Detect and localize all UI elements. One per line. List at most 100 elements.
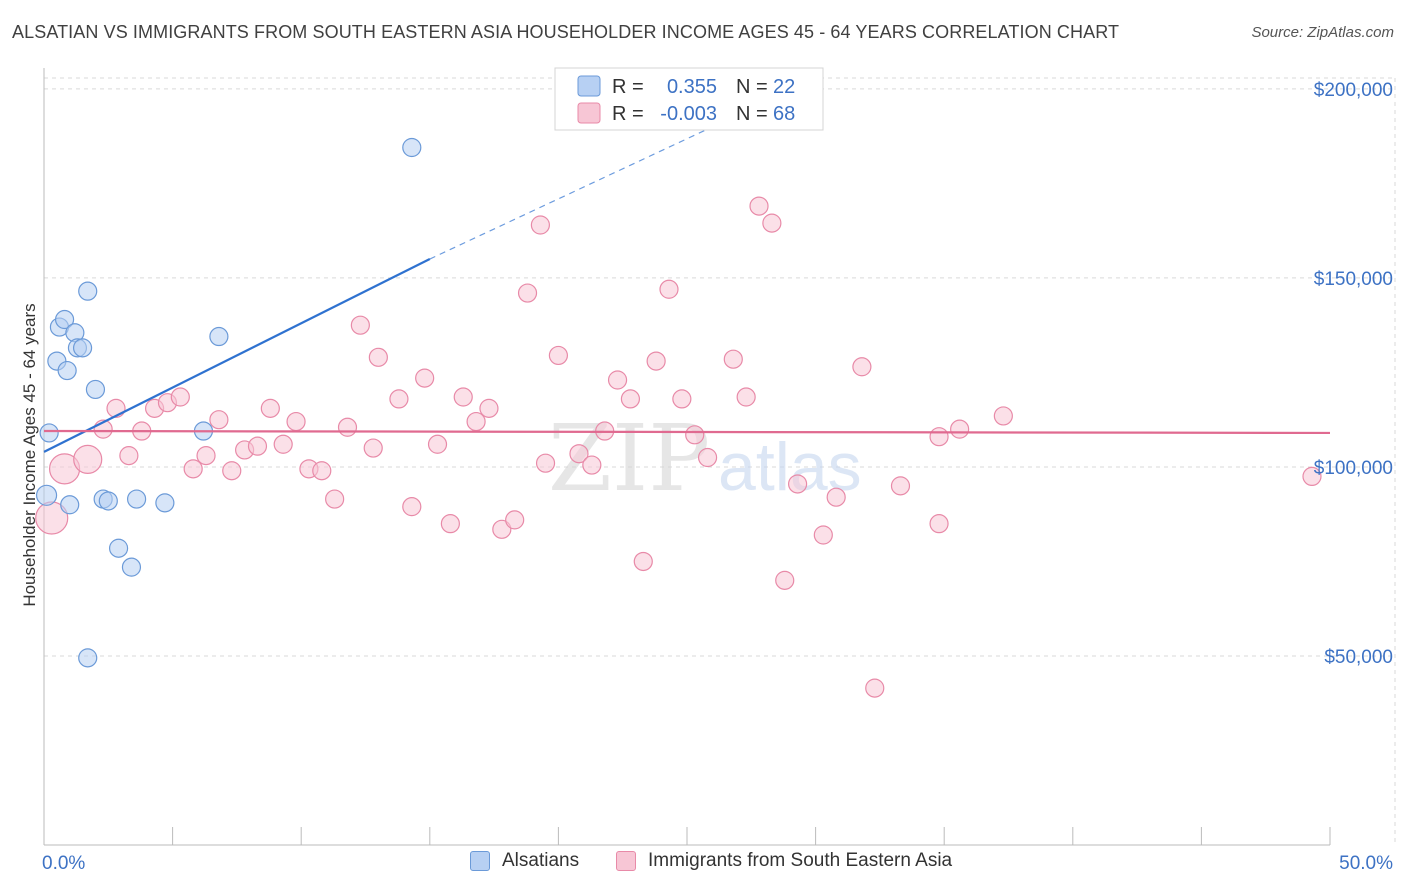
pink-series — [35, 196, 1322, 698]
legend-pink-r-label: R = — [612, 103, 644, 125]
legend-pink-swatch — [577, 102, 601, 124]
y-tick-label: $200,000 — [1314, 80, 1393, 101]
data-point — [479, 398, 499, 418]
legend-pink-n-value: 68 — [773, 103, 795, 125]
data-point — [582, 455, 602, 475]
legend-label-immigrants: Immigrants from South Eastern Asia — [648, 850, 953, 871]
data-point — [183, 459, 203, 479]
data-point — [736, 387, 756, 407]
x-tick-label-max: 50.0% — [1339, 853, 1393, 874]
data-point — [787, 474, 808, 494]
data-point — [286, 411, 306, 432]
legend-blue-r-label: R = — [612, 76, 644, 98]
data-point — [273, 434, 293, 454]
data-point — [950, 419, 970, 439]
data-point — [350, 315, 370, 335]
data-point — [121, 557, 142, 577]
legend-top: R = 0.355 N = 22 R = -0.003 N = 68 — [554, 67, 824, 131]
legend-swatch-pink — [616, 851, 636, 871]
data-point — [119, 446, 139, 466]
data-point — [530, 215, 550, 235]
data-point — [260, 398, 280, 418]
data-point — [852, 357, 872, 377]
data-point — [196, 446, 216, 466]
data-point — [517, 283, 538, 303]
data-point — [35, 484, 58, 506]
data-point — [548, 345, 569, 366]
data-point — [363, 438, 383, 458]
legend-item-immigrants: Immigrants from South Eastern Asia — [616, 850, 952, 872]
data-point — [993, 406, 1013, 426]
data-point — [98, 491, 118, 511]
data-point — [126, 489, 147, 509]
data-point — [170, 387, 190, 407]
data-point — [57, 360, 77, 381]
data-point — [890, 476, 911, 496]
trendline-alsatians — [43, 258, 431, 453]
chart-title: ALSATIAN VS IMMIGRANTS FROM SOUTH EASTER… — [12, 22, 1120, 42]
data-point — [402, 497, 422, 517]
data-point — [337, 417, 358, 437]
legend-label-alsatians: Alsatians — [502, 850, 580, 871]
data-point — [672, 389, 692, 409]
data-point — [78, 648, 98, 668]
data-point — [440, 514, 460, 534]
legend-blue-n-label: N = — [736, 76, 768, 98]
data-point — [929, 427, 949, 447]
data-point — [826, 487, 846, 507]
y-axis-title: Householder Income Ages 45 - 64 years — [20, 303, 39, 606]
data-point — [492, 519, 512, 539]
data-point — [222, 461, 242, 481]
data-point — [1302, 466, 1322, 487]
legend-item-alsatians: Alsatians — [470, 850, 579, 872]
data-point — [607, 370, 628, 390]
data-point — [155, 493, 175, 513]
data-point — [312, 461, 332, 481]
y-tick-label: $50,000 — [1324, 647, 1393, 668]
blue-series — [35, 137, 422, 668]
data-point — [633, 551, 653, 572]
y-tick-labels: $50,000 $100,000 $150,000 $200,000 — [1314, 80, 1393, 668]
data-point — [723, 349, 743, 369]
data-point — [368, 347, 388, 367]
data-point — [85, 379, 106, 400]
data-point — [685, 425, 705, 445]
source-label: Source: ZipAtlas.com — [1251, 24, 1394, 41]
y-tick-label: $100,000 — [1314, 458, 1393, 479]
data-point — [402, 137, 422, 158]
data-point — [813, 525, 833, 545]
data-point — [535, 453, 556, 473]
data-point — [775, 570, 795, 590]
data-point — [78, 281, 98, 301]
data-point — [505, 510, 525, 530]
y-tick-label: $150,000 — [1314, 269, 1393, 290]
legend-blue-n-value: 22 — [773, 76, 795, 98]
data-point — [569, 444, 589, 464]
legend-bottom: Alsatians Immigrants from South Eastern … — [0, 850, 1406, 880]
data-point — [427, 434, 448, 454]
data-point — [325, 489, 345, 509]
trendline-alsatians-extension — [429, 126, 713, 260]
data-point — [247, 436, 268, 456]
axes — [43, 68, 1331, 846]
data-point — [697, 447, 718, 468]
trendline-immigrants — [43, 429, 1331, 435]
data-point — [929, 514, 949, 534]
data-point — [389, 389, 409, 409]
data-point — [749, 196, 769, 216]
data-point — [54, 309, 75, 330]
data-point — [415, 368, 435, 388]
legend-blue-r-value: 0.355 — [667, 76, 717, 98]
data-point — [620, 389, 641, 409]
data-point — [646, 351, 666, 371]
data-point — [453, 387, 473, 407]
data-point — [39, 423, 59, 443]
legend-pink-n-label: N = — [736, 103, 768, 125]
data-point — [659, 279, 679, 299]
data-point — [762, 213, 782, 233]
data-point — [72, 338, 93, 358]
data-point — [60, 495, 80, 515]
legend-blue-swatch — [577, 75, 601, 97]
x-tick-label-min: 0.0% — [42, 853, 85, 874]
